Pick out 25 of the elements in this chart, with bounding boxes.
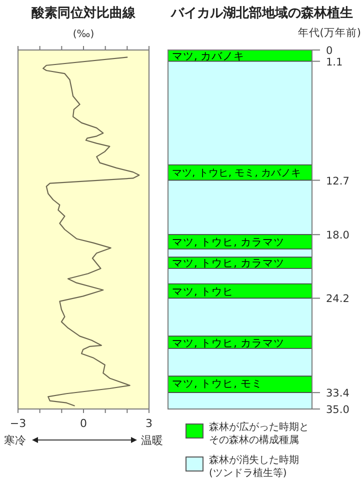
series-label: マツ, トウヒ	[172, 286, 234, 298]
text: 温暖	[141, 434, 163, 447]
y-tick-label: 18.0	[326, 230, 350, 242]
x-tick-label: 3	[146, 417, 152, 430]
x2-axis-title: (‰)	[72, 29, 94, 40]
x-tick-label: 0	[80, 417, 87, 430]
series-label: マツ, トウヒ, カラマツ	[172, 236, 284, 249]
y-tick-label: 24.2	[326, 293, 350, 306]
text: 寒冷	[4, 434, 26, 447]
y-tick-label: 35.0	[326, 404, 350, 416]
series-label: マツ, カバノキ	[172, 50, 245, 62]
y-tick-label: 12.7	[326, 175, 350, 188]
chart-title: バイカル湖北部地域の森林植生	[170, 5, 353, 21]
series-label: マツ, トウヒ, カラマツ	[172, 337, 284, 350]
text: 森林が消失した時期(ツンドラ植生等)	[209, 454, 299, 479]
chart-title: 酸素同位対比曲線	[32, 5, 136, 21]
y-axis-title: 年代(万年前)	[298, 27, 361, 39]
y-tick-label: 0	[326, 45, 333, 57]
y-tick-label: 33.4	[326, 388, 350, 400]
text: 森林が広がった時期とその森林の構成種属	[209, 421, 309, 446]
y-tick-label: 1.1	[326, 56, 343, 68]
series-label: マツ, トウヒ, モミ	[172, 378, 262, 390]
series-label: マツ, トウヒ, モミ, カバノキ	[172, 168, 302, 179]
series-label: マツ, トウヒ, カラマツ	[172, 257, 284, 270]
x-tick-label: −3	[10, 417, 26, 430]
